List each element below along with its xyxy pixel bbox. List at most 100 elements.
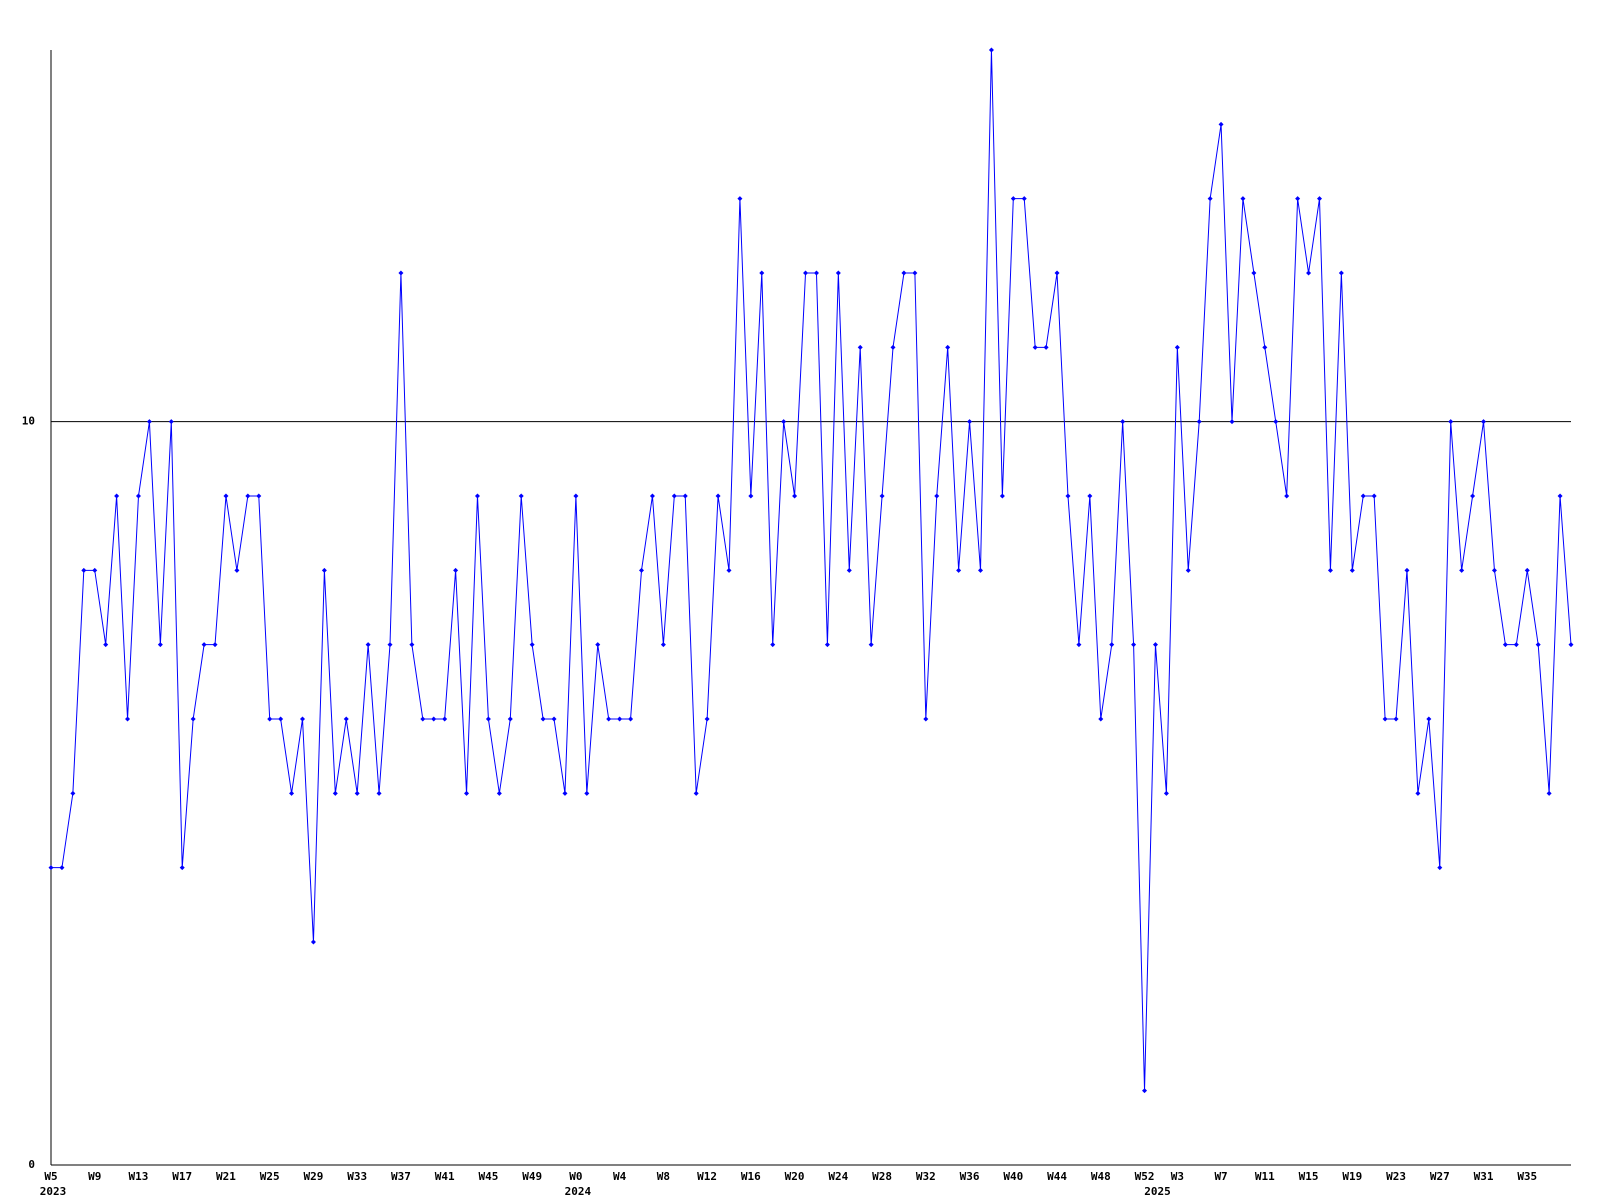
data-point bbox=[803, 270, 809, 276]
data-point bbox=[1306, 270, 1312, 276]
data-point bbox=[1502, 642, 1508, 648]
data-point bbox=[278, 716, 284, 722]
data-point bbox=[1087, 493, 1093, 499]
data-point bbox=[1284, 493, 1290, 499]
x-tick-label: W28 bbox=[872, 1170, 892, 1183]
data-point bbox=[693, 790, 699, 796]
data-point bbox=[573, 493, 579, 499]
data-point bbox=[584, 790, 590, 796]
data-point bbox=[1316, 196, 1322, 202]
data-point bbox=[988, 47, 994, 53]
data-point bbox=[1032, 344, 1038, 350]
x-tick-label: W16 bbox=[741, 1170, 761, 1183]
data-point bbox=[256, 493, 262, 499]
data-point bbox=[1163, 790, 1169, 796]
data-point bbox=[310, 939, 316, 945]
data-point bbox=[1142, 1088, 1148, 1094]
data-point bbox=[464, 790, 470, 796]
data-point bbox=[835, 270, 841, 276]
data-point bbox=[1295, 196, 1301, 202]
x-tick-label: W0 bbox=[569, 1170, 582, 1183]
data-point bbox=[967, 419, 973, 425]
x-tick-label: W41 bbox=[435, 1170, 455, 1183]
x-tick-label: W32 bbox=[916, 1170, 936, 1183]
data-point bbox=[1262, 344, 1268, 350]
data-point bbox=[365, 642, 371, 648]
data-point bbox=[748, 493, 754, 499]
data-point bbox=[1360, 493, 1366, 499]
x-tick-label: W17 bbox=[172, 1170, 192, 1183]
data-point bbox=[1021, 196, 1027, 202]
x-tick-label: W7 bbox=[1214, 1170, 1227, 1183]
data-point bbox=[781, 419, 787, 425]
data-point bbox=[671, 493, 677, 499]
data-point bbox=[1229, 419, 1235, 425]
data-point bbox=[1568, 642, 1574, 648]
x-tick-label: W31 bbox=[1474, 1170, 1494, 1183]
data-point bbox=[912, 270, 918, 276]
data-point bbox=[704, 716, 710, 722]
x-tick-label: W4 bbox=[613, 1170, 627, 1183]
data-point bbox=[157, 642, 163, 648]
data-point bbox=[1546, 790, 1552, 796]
data-point bbox=[1470, 493, 1476, 499]
data-point bbox=[201, 642, 207, 648]
data-point bbox=[1065, 493, 1071, 499]
data-point bbox=[420, 716, 426, 722]
data-point bbox=[289, 790, 295, 796]
data-point bbox=[813, 270, 819, 276]
data-point bbox=[1448, 419, 1454, 425]
data-point bbox=[1437, 865, 1443, 871]
data-point bbox=[179, 865, 185, 871]
data-point bbox=[715, 493, 721, 499]
data-point bbox=[1120, 419, 1126, 425]
data-point bbox=[223, 493, 229, 499]
x-tick-label: W45 bbox=[478, 1170, 498, 1183]
data-point bbox=[92, 567, 98, 573]
x-tick-label: W40 bbox=[1003, 1170, 1023, 1183]
data-point bbox=[332, 790, 338, 796]
data-point bbox=[1152, 642, 1158, 648]
data-point bbox=[846, 567, 852, 573]
data-point bbox=[103, 642, 109, 648]
x-tick-label: W36 bbox=[960, 1170, 980, 1183]
data-point bbox=[1251, 270, 1257, 276]
data-point bbox=[595, 642, 601, 648]
x-tick-label: W44 bbox=[1047, 1170, 1067, 1183]
data-point bbox=[1426, 716, 1432, 722]
x-year-label: 2025 bbox=[1144, 1185, 1171, 1198]
data-point bbox=[398, 270, 404, 276]
data-point bbox=[453, 567, 459, 573]
x-tick-label: W52 bbox=[1135, 1170, 1155, 1183]
x-tick-label: W20 bbox=[785, 1170, 805, 1183]
data-point bbox=[518, 493, 524, 499]
x-year-label: 2024 bbox=[565, 1185, 592, 1198]
x-tick-label: W25 bbox=[260, 1170, 280, 1183]
data-point bbox=[245, 493, 251, 499]
data-point bbox=[474, 493, 480, 499]
data-point bbox=[770, 642, 776, 648]
data-point bbox=[1098, 716, 1104, 722]
x-tick-label: W29 bbox=[304, 1170, 324, 1183]
data-point bbox=[1174, 344, 1180, 350]
data-point bbox=[726, 567, 732, 573]
data-point bbox=[496, 790, 502, 796]
data-point bbox=[343, 716, 349, 722]
data-point bbox=[1076, 642, 1082, 648]
data-point bbox=[354, 790, 360, 796]
data-point bbox=[1404, 567, 1410, 573]
data-point bbox=[1349, 567, 1355, 573]
data-point bbox=[868, 642, 874, 648]
data-point bbox=[1131, 642, 1137, 648]
data-point bbox=[792, 493, 798, 499]
data-point bbox=[1338, 270, 1344, 276]
data-point bbox=[540, 716, 546, 722]
x-tick-label: W35 bbox=[1517, 1170, 1537, 1183]
x-tick-label: W19 bbox=[1342, 1170, 1362, 1183]
x-tick-label: W27 bbox=[1430, 1170, 1450, 1183]
x-tick-label: W15 bbox=[1299, 1170, 1319, 1183]
data-point bbox=[956, 567, 962, 573]
series-line bbox=[51, 49, 1572, 1091]
data-point bbox=[1207, 196, 1213, 202]
